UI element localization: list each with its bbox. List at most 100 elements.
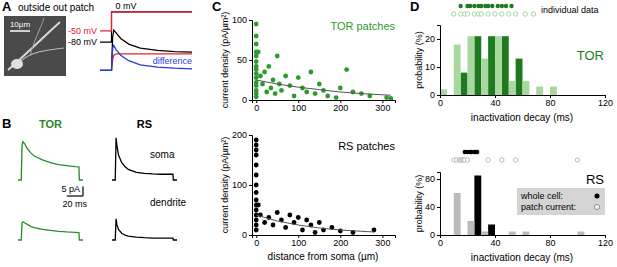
tick-label: 0 bbox=[430, 90, 435, 100]
bar bbox=[578, 95, 585, 96]
x-axis-title: inactivation decay (ms) bbox=[471, 112, 573, 123]
tick-label: 120 bbox=[598, 238, 613, 248]
voltage-label: -80 mV bbox=[68, 37, 97, 47]
bar bbox=[536, 87, 543, 95]
scatter-plot: C0100200300050100TOR patchescurrent dens… bbox=[212, 0, 396, 113]
point bbox=[269, 86, 274, 91]
point bbox=[254, 143, 259, 148]
tick-label: 50 bbox=[237, 55, 247, 65]
title: outside out patch bbox=[18, 2, 94, 13]
tick-mark bbox=[249, 235, 252, 236]
bar bbox=[502, 235, 509, 236]
tick: 0 bbox=[242, 230, 252, 240]
tick-label: 300 bbox=[375, 238, 390, 248]
histogram: 0408012004080RSprobability (%)inactivati… bbox=[414, 150, 613, 263]
individual-point bbox=[479, 4, 483, 8]
tick-label: 0 bbox=[430, 230, 435, 240]
point bbox=[273, 91, 278, 96]
axis-line bbox=[249, 21, 253, 101]
bar bbox=[578, 232, 585, 236]
tick: 300 bbox=[375, 235, 390, 248]
tick: 0 bbox=[242, 95, 252, 105]
tick-label: 80 bbox=[545, 98, 555, 108]
marks bbox=[440, 36, 557, 95]
individual-point bbox=[496, 4, 500, 8]
bar bbox=[543, 95, 550, 96]
point bbox=[254, 148, 259, 153]
image-background bbox=[4, 16, 66, 76]
voltage-step bbox=[100, 12, 192, 42]
point bbox=[262, 70, 267, 75]
individual-point bbox=[458, 4, 462, 8]
point bbox=[254, 223, 259, 228]
point bbox=[338, 86, 343, 91]
bar bbox=[488, 225, 495, 236]
bar bbox=[468, 36, 475, 95]
bar bbox=[468, 221, 475, 235]
axis-line bbox=[441, 96, 606, 99]
axis-line bbox=[441, 236, 606, 239]
tick: 120 bbox=[598, 235, 613, 248]
bar bbox=[447, 95, 454, 96]
individual-point bbox=[531, 12, 535, 16]
panel-label: A bbox=[2, 0, 12, 14]
axis-line bbox=[253, 101, 396, 104]
tick-label: 200 bbox=[232, 130, 247, 140]
y-axis-title: current density (pA/µm²) bbox=[220, 137, 230, 234]
tick: 300 bbox=[375, 100, 390, 113]
row-label: dendrite bbox=[150, 197, 187, 208]
point bbox=[334, 95, 339, 100]
bar bbox=[591, 235, 598, 236]
tick: 50 bbox=[237, 55, 252, 65]
y-axis-title: probability (%) bbox=[414, 175, 424, 233]
bar bbox=[516, 59, 523, 95]
point bbox=[254, 75, 259, 80]
tick-mark bbox=[249, 185, 252, 186]
dendrite-image bbox=[30, 18, 44, 56]
bar bbox=[584, 235, 591, 236]
point bbox=[254, 198, 259, 203]
bar bbox=[564, 235, 571, 236]
voltage-label: -50 mV bbox=[68, 26, 97, 36]
point bbox=[287, 213, 292, 218]
panel-b: BTORRSsomadendrite5 pA20 ms bbox=[2, 116, 187, 240]
soma-image bbox=[11, 59, 23, 69]
tick: 120 bbox=[598, 95, 613, 108]
bar bbox=[474, 176, 481, 236]
point bbox=[254, 138, 259, 143]
bar bbox=[523, 81, 530, 95]
tick-label: 0 bbox=[438, 98, 443, 108]
bar bbox=[571, 95, 578, 96]
trace-group bbox=[112, 219, 177, 240]
point bbox=[292, 94, 297, 99]
tick-label: 200 bbox=[333, 103, 348, 113]
tick: 0 bbox=[254, 235, 259, 248]
point bbox=[313, 230, 318, 235]
title: RS bbox=[586, 172, 604, 187]
point bbox=[388, 96, 393, 100]
tick-label: 100 bbox=[291, 238, 306, 248]
tick-label: 80 bbox=[545, 238, 555, 248]
point bbox=[279, 88, 284, 93]
bar bbox=[571, 235, 578, 236]
individual-point bbox=[504, 4, 508, 8]
tick-label: 0 bbox=[254, 238, 259, 248]
point bbox=[313, 91, 318, 96]
legend-marker bbox=[595, 205, 600, 210]
bar bbox=[529, 95, 536, 96]
tick: 0 bbox=[438, 235, 443, 248]
dendrite-image bbox=[20, 48, 64, 62]
fit-line bbox=[256, 215, 374, 232]
point bbox=[317, 82, 322, 87]
point bbox=[254, 59, 259, 64]
legend-marker bbox=[595, 194, 600, 199]
point bbox=[338, 229, 343, 234]
bar bbox=[447, 235, 454, 236]
point bbox=[325, 94, 330, 99]
individual-point bbox=[575, 158, 579, 162]
tick-mark bbox=[437, 235, 440, 236]
scale-bar bbox=[10, 30, 30, 32]
individual-point bbox=[500, 4, 504, 8]
bar bbox=[598, 235, 605, 236]
tick-mark bbox=[437, 67, 440, 68]
